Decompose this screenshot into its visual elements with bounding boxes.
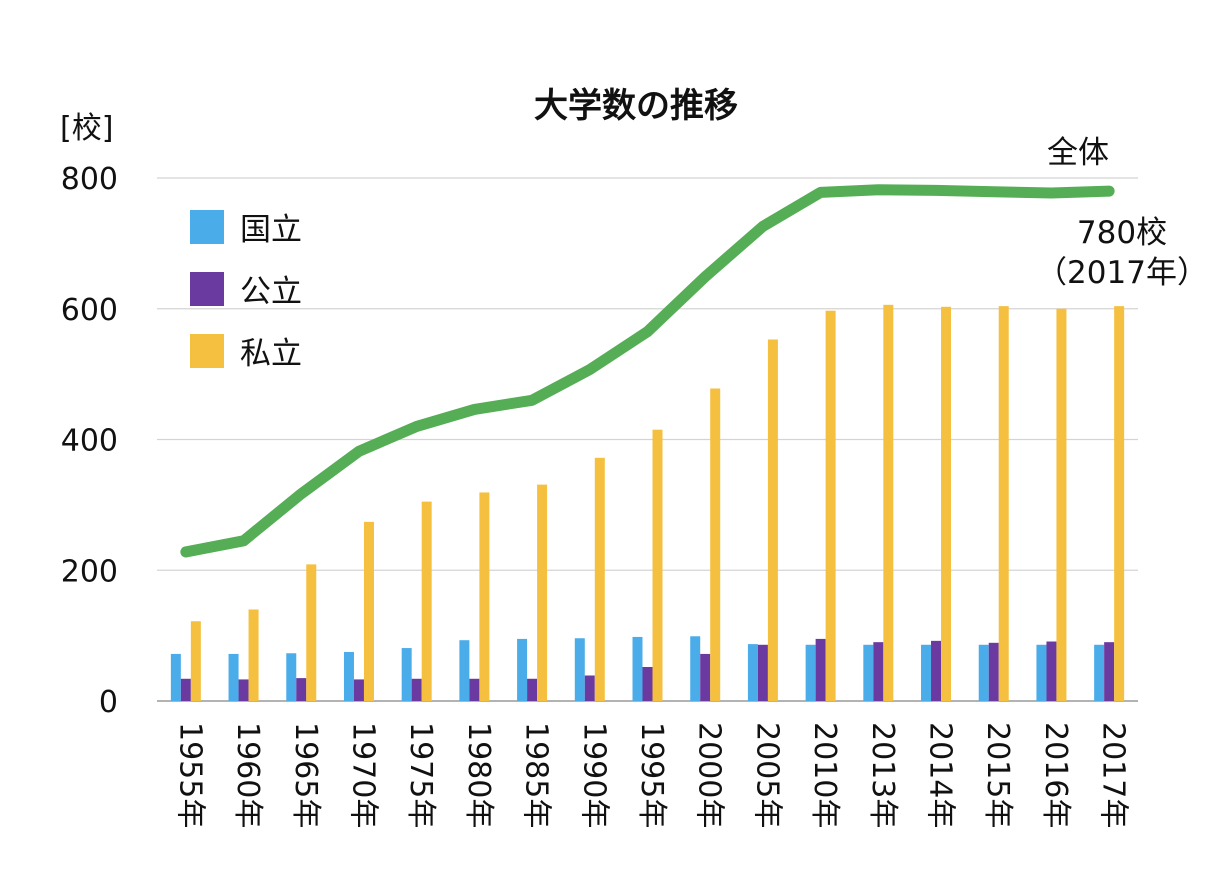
bar-national (343, 651, 354, 701)
gridlines (157, 177, 1138, 702)
x-tick-label: 1960年 (230, 722, 265, 828)
bar-national (459, 640, 470, 701)
bar-national (1036, 644, 1047, 701)
bar-national (170, 653, 181, 701)
x-tick-label: 1970年 (345, 722, 380, 828)
legend: 国立 公立 私立 (190, 210, 302, 372)
bar-private (190, 621, 201, 701)
legend-label-private: 私立 (240, 336, 302, 372)
bar-national (805, 644, 816, 701)
bar-national (978, 644, 989, 701)
bar-public (988, 642, 999, 701)
bar-national (401, 648, 412, 701)
bar-private (998, 306, 1009, 701)
bar-public (469, 678, 480, 701)
x-tick-label: 1990年 (576, 722, 611, 828)
bar-public (180, 678, 191, 701)
x-tick-label: 1980年 (461, 722, 496, 828)
y-unit-label: [校] (60, 111, 113, 146)
x-tick-label: 2000年 (692, 722, 727, 828)
bar-national (632, 636, 643, 701)
bar-private (421, 501, 432, 701)
bar-public (584, 675, 595, 701)
bar-national (286, 653, 297, 701)
total-line-label: 全体 (1047, 135, 1109, 171)
bar-private (941, 306, 952, 701)
bar-public (296, 678, 307, 701)
bar-public (1104, 642, 1115, 701)
x-tick-label: 2010年 (807, 722, 842, 828)
bar-national (863, 644, 874, 701)
bar-public (1046, 641, 1057, 701)
bar-national (228, 653, 239, 701)
bar-private (825, 310, 836, 701)
bar-private (306, 564, 317, 701)
legend-swatch-public (190, 272, 224, 306)
bar-private (883, 304, 894, 701)
x-tick-label: 1995年 (634, 722, 669, 828)
bar-national (517, 638, 528, 701)
bars (170, 304, 1125, 701)
bar-public (411, 678, 422, 701)
bar-public (873, 642, 884, 701)
legend-label-public: 公立 (240, 274, 302, 310)
bar-private (710, 388, 721, 701)
bar-public (642, 667, 653, 701)
x-axis-labels: 1955年 1960年 1965年 1970年 1975年 1980年 1985年 1990年… (172, 722, 1130, 828)
y-tick-label: 0 (99, 685, 118, 720)
bar-private (767, 339, 778, 701)
bar-public (238, 679, 249, 701)
bar-public (353, 679, 364, 701)
total-last-value-label: 780校 (1077, 215, 1167, 251)
bar-public (931, 640, 942, 701)
chart-title: 大学数の推移 (534, 86, 738, 126)
bar-private (248, 609, 259, 701)
bar-private (1114, 306, 1125, 701)
bar-national (921, 644, 932, 701)
bar-national (574, 638, 585, 701)
bar-public (815, 638, 826, 701)
x-tick-label: 2005年 (749, 722, 784, 828)
x-tick-label: 2015年 (980, 722, 1015, 828)
total-last-year-label: （2017年） (1036, 255, 1208, 291)
bar-private (537, 484, 548, 701)
bar-national (1094, 644, 1105, 701)
bar-private (363, 521, 374, 701)
y-tick-label: 400 (61, 424, 118, 459)
total-line (180, 184, 1115, 558)
x-tick-label: 1965年 (288, 722, 323, 828)
y-tick-label: 600 (61, 293, 118, 328)
bar-private (1056, 308, 1067, 701)
x-tick-label: 1955年 (172, 722, 207, 828)
x-tick-label: 2016年 (1038, 722, 1073, 828)
legend-label-national: 国立 (240, 212, 302, 248)
bar-public (527, 678, 538, 701)
x-tick-label: 2014年 (923, 722, 958, 828)
bar-public (700, 653, 711, 701)
x-tick-label: 2013年 (865, 722, 900, 828)
x-tick-label: 1985年 (519, 722, 554, 828)
y-tick-label: 800 (61, 162, 118, 197)
bar-private (652, 429, 663, 701)
bar-private (594, 457, 605, 701)
bar-national (747, 644, 758, 701)
legend-swatch-private (190, 334, 224, 368)
total-line-path (180, 184, 1115, 558)
y-tick-label: 200 (61, 554, 118, 589)
x-tick-label: 2017年 (1096, 722, 1131, 828)
bar-public (757, 644, 768, 701)
y-axis-ticks: 0 200 400 600 800 (61, 162, 118, 720)
bar-national (690, 636, 701, 701)
x-tick-label: 1975年 (403, 722, 438, 828)
bar-private (479, 492, 490, 701)
legend-swatch-national (190, 210, 224, 244)
